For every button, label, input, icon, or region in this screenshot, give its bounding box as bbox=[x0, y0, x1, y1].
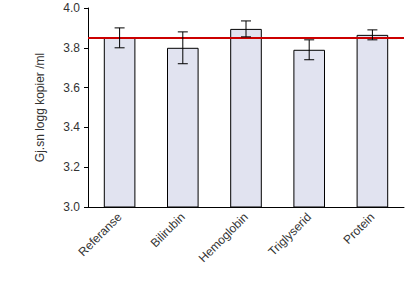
svg-text:3.8: 3.8 bbox=[63, 41, 80, 55]
svg-text:3.2: 3.2 bbox=[63, 160, 80, 174]
svg-text:Gj.sn logg kopier /ml: Gj.sn logg kopier /ml bbox=[33, 53, 47, 162]
svg-text:3.0: 3.0 bbox=[63, 200, 80, 214]
svg-text:Referanse: Referanse bbox=[76, 210, 125, 259]
svg-text:Bilirubin: Bilirubin bbox=[148, 210, 188, 250]
svg-text:4.0: 4.0 bbox=[63, 1, 80, 15]
svg-text:Protein: Protein bbox=[341, 210, 378, 247]
svg-text:Triglyserid: Triglyserid bbox=[265, 210, 314, 259]
svg-text:Hemoglobin: Hemoglobin bbox=[196, 210, 251, 265]
svg-text:3.6: 3.6 bbox=[63, 81, 80, 95]
svg-text:3.4: 3.4 bbox=[63, 120, 80, 134]
